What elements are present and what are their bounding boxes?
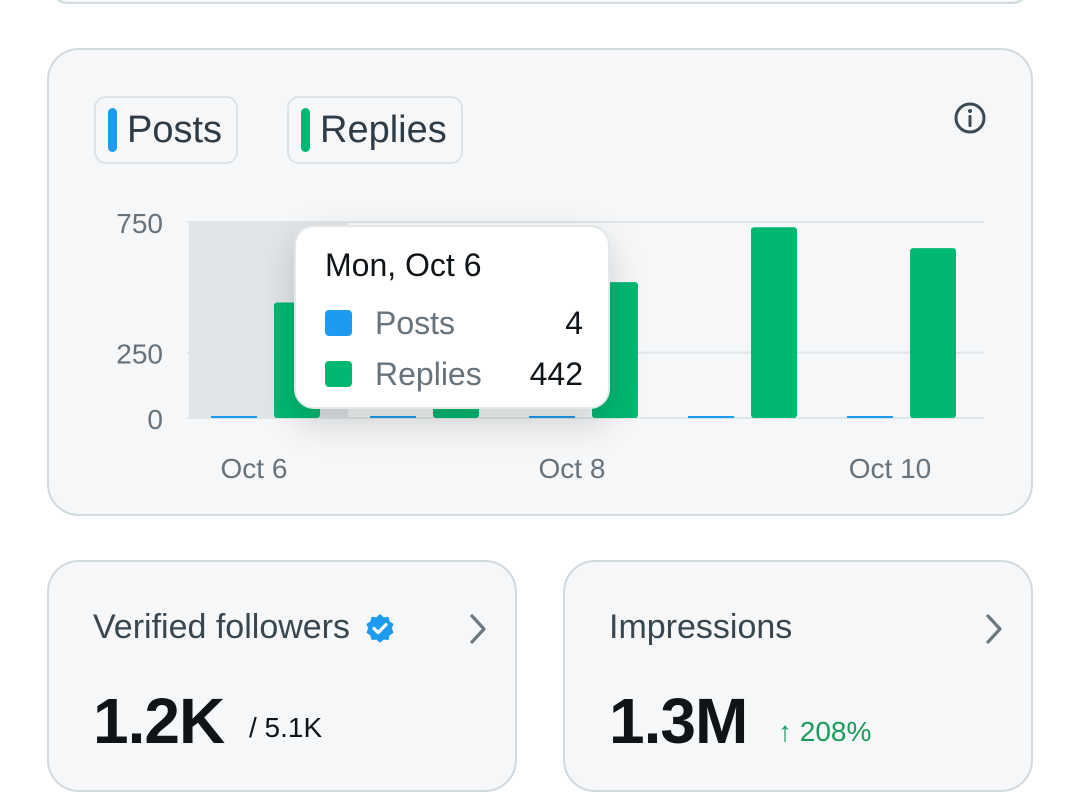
chevron-right-icon[interactable] xyxy=(467,612,489,646)
verified-followers-card[interactable]: Verified followers 1.2K / 5.1K xyxy=(47,560,517,792)
impressions-label: Impressions xyxy=(609,608,793,646)
verified-followers-title: Verified followers xyxy=(93,608,396,647)
bar-posts xyxy=(211,416,257,418)
legend-posts-label: Posts xyxy=(127,108,223,151)
activity-chart-card: Posts Replies 750 250 0 Oct 6 Oct 8 Oct 10 M… xyxy=(47,48,1033,516)
impressions-card[interactable]: Impressions 1.3M ↑ 208% xyxy=(563,560,1033,792)
bar-posts xyxy=(688,416,734,418)
chevron-right-icon[interactable] xyxy=(983,612,1005,646)
impressions-title: Impressions xyxy=(609,608,792,647)
verified-followers-label: Verified followers xyxy=(93,608,351,646)
tooltip-posts-label: Posts xyxy=(375,305,456,341)
tooltip-row-posts: Posts 4 xyxy=(325,303,583,343)
tooltip-posts-swatch xyxy=(325,310,352,336)
bar-posts xyxy=(847,416,893,418)
tooltip-replies-value: 442 xyxy=(529,356,583,392)
tooltip-row-replies: Replies 442 xyxy=(325,354,583,394)
impressions-change: ↑ 208% xyxy=(778,716,872,747)
verified-badge-icon xyxy=(366,613,394,643)
tooltip-posts-value: 4 xyxy=(565,305,583,341)
chart-tooltip: Mon, Oct 6 Posts 4 Replies 442 xyxy=(294,225,610,409)
tooltip-date: Mon, Oct 6 xyxy=(325,247,482,283)
replies-swatch xyxy=(301,108,310,152)
info-circle-icon[interactable] xyxy=(952,100,988,136)
legend-chip-posts[interactable]: Posts xyxy=(94,96,239,164)
legend-chip-replies[interactable]: Replies xyxy=(287,96,463,164)
bar-posts xyxy=(529,416,575,418)
bar-replies xyxy=(751,227,797,418)
legend-replies-label: Replies xyxy=(320,108,447,151)
bar-posts xyxy=(370,416,416,418)
total-followers-value: / 5.1K xyxy=(249,712,323,743)
impressions-value: 1.3M xyxy=(609,685,748,757)
tooltip-replies-swatch xyxy=(325,361,352,387)
previous-card xyxy=(47,0,1033,4)
tooltip-replies-label: Replies xyxy=(375,356,482,392)
bar-replies xyxy=(910,248,956,418)
verified-followers-value: 1.2K xyxy=(93,685,225,757)
y-tick-label: 0 xyxy=(147,404,163,435)
x-tick-label: Oct 6 xyxy=(221,453,288,484)
y-tick-label: 250 xyxy=(116,339,163,370)
x-tick-label: Oct 8 xyxy=(539,453,606,484)
y-tick-label: 750 xyxy=(116,208,163,239)
posts-swatch xyxy=(108,108,117,152)
x-tick-label: Oct 10 xyxy=(849,453,931,484)
